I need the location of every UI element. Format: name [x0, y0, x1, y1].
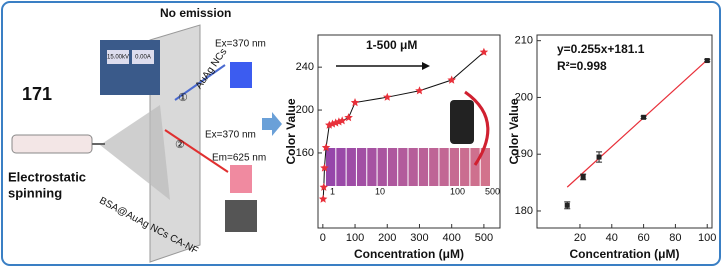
y-tick-label: 160 — [296, 147, 314, 159]
label: Ex=370 nm — [205, 130, 256, 141]
sample-number: 171 — [22, 84, 52, 104]
sample-pink — [230, 165, 252, 193]
x-tick-label: 40 — [606, 232, 618, 244]
syringe — [11, 134, 93, 154]
label: ① — [178, 92, 188, 104]
data-point — [319, 182, 329, 191]
data-point — [596, 154, 602, 160]
color-swatch — [408, 148, 418, 186]
x-tick-label: 300 — [410, 232, 428, 244]
phone — [450, 100, 474, 144]
arrow — [174, 64, 226, 101]
color-swatch — [367, 148, 377, 186]
plot-frame — [317, 34, 501, 229]
label: Ex=370 nm — [215, 39, 266, 50]
color-swatch — [460, 148, 470, 186]
flow-arrow — [262, 112, 282, 136]
color-swatch — [449, 148, 460, 186]
x-tick-label: 400 — [443, 232, 461, 244]
current: 0.00A — [135, 55, 151, 61]
collector — [149, 24, 201, 263]
y-axis-label: Color Value — [284, 98, 298, 164]
x-tick-label: 20 — [574, 232, 586, 244]
arrow — [164, 129, 229, 173]
data-point — [337, 116, 347, 125]
data-point — [325, 120, 334, 129]
color-swatch — [326, 148, 336, 186]
label: Em=625 nm — [212, 153, 266, 164]
data-point — [331, 118, 340, 127]
fit-line — [566, 59, 708, 188]
display — [107, 50, 129, 64]
equation: y=0.255x+181.1 — [557, 42, 645, 56]
x-axis-label: Concentration (μM) — [354, 247, 464, 261]
data-point — [447, 75, 456, 84]
data-point — [383, 92, 392, 101]
data-point — [580, 174, 586, 180]
label: ② — [175, 139, 185, 151]
y-tick-label: 210 — [515, 35, 533, 47]
color-swatch — [470, 148, 480, 186]
data-point — [350, 98, 360, 107]
data-point — [320, 163, 329, 172]
x-tick-label: 80 — [669, 232, 681, 244]
data-point — [415, 86, 424, 95]
data-point — [704, 58, 710, 64]
x-tick-label: 200 — [378, 232, 396, 244]
x-axis-label: Concentration (μM) — [570, 247, 680, 261]
data-point — [344, 113, 353, 122]
color-swatch — [387, 148, 398, 186]
data-point — [641, 114, 647, 120]
strip-label: 500 — [485, 186, 500, 196]
color-swatch — [398, 148, 408, 186]
color-swatch — [429, 148, 439, 186]
color-swatch — [439, 148, 449, 186]
method: spinning — [8, 185, 62, 200]
data-point — [328, 119, 337, 128]
strip-label: 10 — [375, 186, 385, 196]
sem-image — [225, 200, 257, 232]
display — [132, 50, 154, 64]
arrow-head — [422, 62, 430, 70]
plot-frame — [536, 34, 713, 229]
x-tick-label: 500 — [475, 232, 493, 244]
voltage: 15.00kV — [107, 55, 129, 61]
strip-label: 1 — [330, 186, 335, 196]
data-point — [321, 143, 331, 152]
x-tick-label: 0 — [320, 232, 326, 244]
color-swatch — [346, 148, 356, 186]
y-tick-label: 180 — [515, 205, 533, 217]
curved-arrow — [464, 90, 490, 166]
x-tick-label: 100 — [698, 232, 716, 244]
data-point — [479, 47, 489, 56]
x-tick-label: 60 — [637, 232, 649, 244]
sample-blue — [230, 62, 252, 88]
color-swatch — [336, 148, 346, 186]
r-squared: R²=0.998 — [557, 59, 607, 73]
power-supply — [100, 40, 160, 95]
color-swatch — [377, 148, 387, 186]
y-tick-label: 200 — [515, 91, 533, 103]
y-tick-label: 200 — [296, 104, 314, 116]
data-point — [318, 194, 328, 203]
y-tick-label: 190 — [515, 148, 533, 160]
annotation: 1-500 μM — [366, 38, 417, 52]
color-swatch — [480, 148, 490, 186]
x-tick-label: 100 — [346, 232, 364, 244]
method: Electrostatic — [8, 169, 86, 184]
color-swatch — [418, 148, 429, 186]
label: No emission — [160, 6, 231, 20]
fiber-cone — [100, 105, 170, 200]
y-axis-label: Color Value — [507, 98, 521, 164]
data-point — [564, 202, 570, 208]
color-swatch — [356, 148, 367, 186]
strip-label: 100 — [450, 186, 465, 196]
y-tick-label: 240 — [296, 61, 314, 73]
